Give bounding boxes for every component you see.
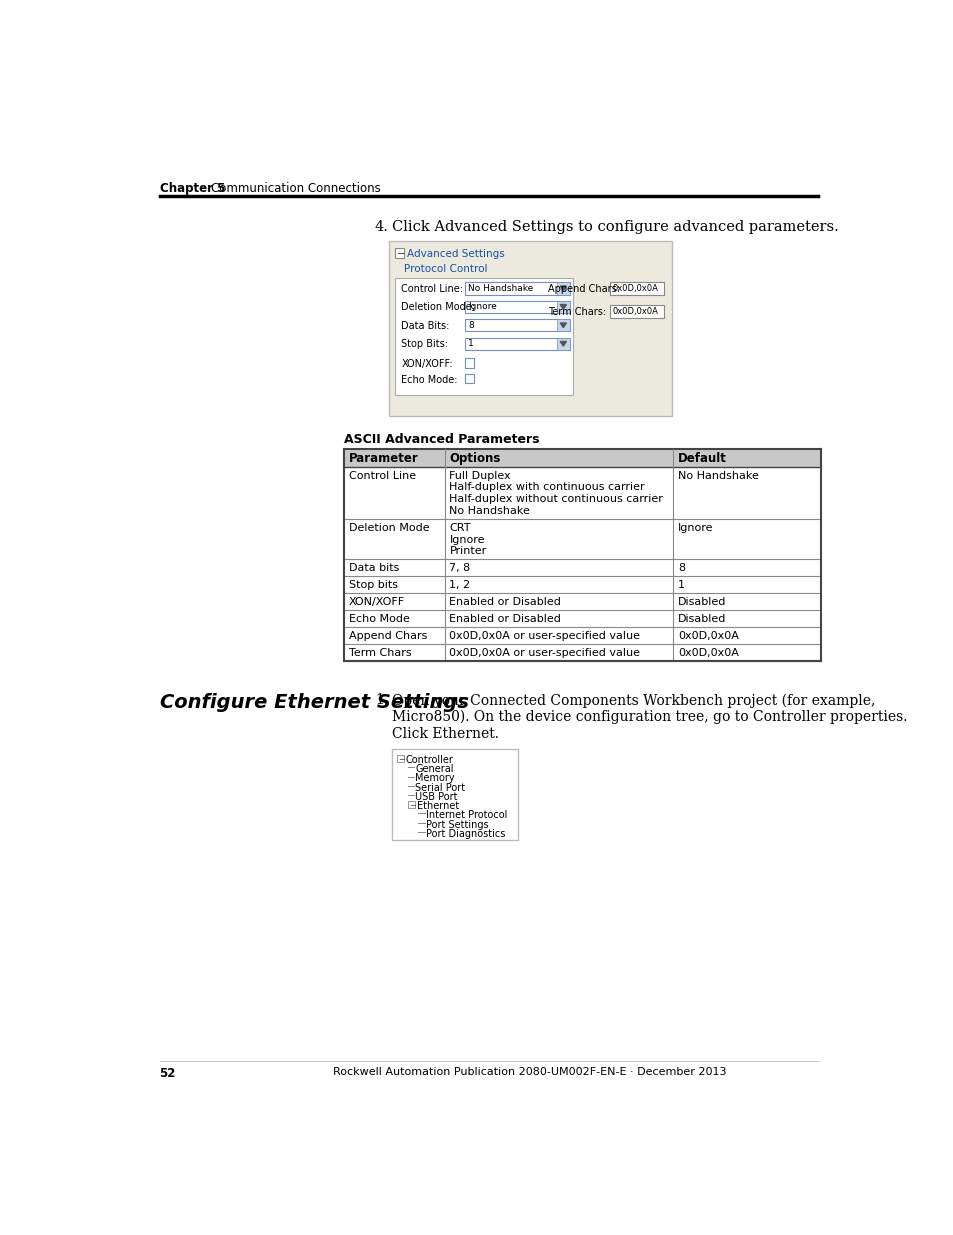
FancyBboxPatch shape xyxy=(609,305,663,317)
Text: Protocol Control: Protocol Control xyxy=(404,264,487,274)
Text: Default: Default xyxy=(678,452,726,466)
Text: Open your Connected Components Workbench project (for example,
Micro850). On the: Open your Connected Components Workbench… xyxy=(392,693,906,741)
Text: 0x0D,0x0A or user-specified value: 0x0D,0x0A or user-specified value xyxy=(449,648,639,658)
Text: −: − xyxy=(408,802,416,810)
Text: Deletion Mode: Deletion Mode xyxy=(348,524,429,534)
Text: Enabled or Disabled: Enabled or Disabled xyxy=(449,614,560,624)
Text: 0x0D,0x0A or user-specified value: 0x0D,0x0A or user-specified value xyxy=(449,631,639,641)
Text: 8: 8 xyxy=(678,563,684,573)
Text: 8: 8 xyxy=(468,321,474,330)
FancyBboxPatch shape xyxy=(344,448,820,467)
FancyBboxPatch shape xyxy=(344,467,820,520)
Text: Communication Connections: Communication Connections xyxy=(211,182,380,195)
Text: Port Diagnostics: Port Diagnostics xyxy=(426,829,505,839)
Text: −: − xyxy=(396,249,405,259)
FancyBboxPatch shape xyxy=(464,319,569,331)
Text: 0x0D,0x0A: 0x0D,0x0A xyxy=(612,284,658,293)
Text: Stop Bits:: Stop Bits: xyxy=(401,340,448,350)
Text: 0x0D,0x0A: 0x0D,0x0A xyxy=(678,648,739,658)
Polygon shape xyxy=(559,305,566,309)
FancyBboxPatch shape xyxy=(464,282,569,294)
Text: Options: Options xyxy=(449,452,500,466)
Text: General: General xyxy=(415,764,454,774)
Text: 7, 8: 7, 8 xyxy=(449,563,470,573)
Text: Rockwell Automation Publication 2080-UM002F-EN-E · December 2013: Rockwell Automation Publication 2080-UM0… xyxy=(333,1067,726,1077)
FancyBboxPatch shape xyxy=(557,337,569,350)
Text: Chapter 5: Chapter 5 xyxy=(159,182,225,195)
Text: 1.: 1. xyxy=(375,693,388,708)
Text: Disabled: Disabled xyxy=(678,614,725,624)
Text: 1: 1 xyxy=(678,580,684,590)
FancyBboxPatch shape xyxy=(344,520,820,559)
FancyBboxPatch shape xyxy=(609,282,663,294)
Text: XON/XOFF: XON/XOFF xyxy=(348,597,404,608)
Polygon shape xyxy=(559,341,566,346)
Polygon shape xyxy=(559,324,566,327)
Text: Term Chars: Term Chars xyxy=(348,648,411,658)
Text: Parameter: Parameter xyxy=(348,452,418,466)
Text: Ignore: Ignore xyxy=(468,303,497,311)
Text: Data Bits:: Data Bits: xyxy=(401,321,449,331)
Text: No Handshake: No Handshake xyxy=(678,471,758,480)
Text: Ignore: Ignore xyxy=(678,524,713,534)
Text: Echo Mode:: Echo Mode: xyxy=(401,374,457,384)
FancyBboxPatch shape xyxy=(464,374,474,383)
Polygon shape xyxy=(559,287,566,290)
Text: Serial Port: Serial Port xyxy=(415,783,465,793)
Text: Advanced Settings: Advanced Settings xyxy=(406,249,504,259)
Text: Full Duplex
Half-duplex with continuous carrier
Half-duplex without continuous c: Full Duplex Half-duplex with continuous … xyxy=(449,471,662,516)
FancyBboxPatch shape xyxy=(392,748,517,840)
Text: Configure Ethernet Settings: Configure Ethernet Settings xyxy=(159,693,468,713)
FancyBboxPatch shape xyxy=(395,248,404,258)
Text: Port Settings: Port Settings xyxy=(426,820,488,830)
FancyBboxPatch shape xyxy=(389,241,671,416)
FancyBboxPatch shape xyxy=(407,802,415,808)
Text: Append Chars: Append Chars xyxy=(348,631,427,641)
FancyBboxPatch shape xyxy=(464,337,569,350)
Text: 1, 2: 1, 2 xyxy=(449,580,470,590)
FancyBboxPatch shape xyxy=(344,627,820,645)
FancyBboxPatch shape xyxy=(344,593,820,610)
Text: Enabled or Disabled: Enabled or Disabled xyxy=(449,597,560,608)
Text: Term Chars:: Term Chars: xyxy=(547,306,605,317)
Text: 0x0D,0x0A: 0x0D,0x0A xyxy=(678,631,739,641)
Text: Control Line:: Control Line: xyxy=(401,284,463,294)
Text: 4.: 4. xyxy=(375,220,389,233)
FancyBboxPatch shape xyxy=(344,559,820,577)
Text: Memory: Memory xyxy=(415,773,455,783)
FancyBboxPatch shape xyxy=(464,358,474,368)
Text: Deletion Mode:: Deletion Mode: xyxy=(401,303,475,312)
Text: Ethernet: Ethernet xyxy=(416,802,458,811)
FancyBboxPatch shape xyxy=(344,610,820,627)
Text: CRT
Ignore
Printer: CRT Ignore Printer xyxy=(449,524,486,557)
Text: Data bits: Data bits xyxy=(348,563,398,573)
Text: Append Chars:: Append Chars: xyxy=(547,284,619,294)
FancyBboxPatch shape xyxy=(344,577,820,593)
FancyBboxPatch shape xyxy=(464,300,569,312)
Text: Stop bits: Stop bits xyxy=(348,580,397,590)
Text: 1: 1 xyxy=(468,340,474,348)
FancyBboxPatch shape xyxy=(396,755,403,762)
Text: ASCII Advanced Parameters: ASCII Advanced Parameters xyxy=(344,433,539,446)
Text: 0x0D,0x0A: 0x0D,0x0A xyxy=(612,306,658,316)
FancyBboxPatch shape xyxy=(557,282,569,294)
FancyBboxPatch shape xyxy=(395,278,573,395)
Text: Click Advanced Settings to configure advanced parameters.: Click Advanced Settings to configure adv… xyxy=(392,220,838,233)
Text: Internet Protocol: Internet Protocol xyxy=(426,810,507,820)
Text: No Handshake: No Handshake xyxy=(468,284,533,293)
Text: Disabled: Disabled xyxy=(678,597,725,608)
Text: USB Port: USB Port xyxy=(415,792,457,802)
FancyBboxPatch shape xyxy=(557,319,569,331)
FancyBboxPatch shape xyxy=(344,645,820,661)
Text: 52: 52 xyxy=(159,1067,175,1079)
Text: Control Line: Control Line xyxy=(348,471,416,480)
Text: Echo Mode: Echo Mode xyxy=(348,614,409,624)
Text: XON/XOFF:: XON/XOFF: xyxy=(401,359,453,369)
Text: Controller: Controller xyxy=(406,755,454,764)
FancyBboxPatch shape xyxy=(557,300,569,312)
Text: −: − xyxy=(397,755,404,764)
